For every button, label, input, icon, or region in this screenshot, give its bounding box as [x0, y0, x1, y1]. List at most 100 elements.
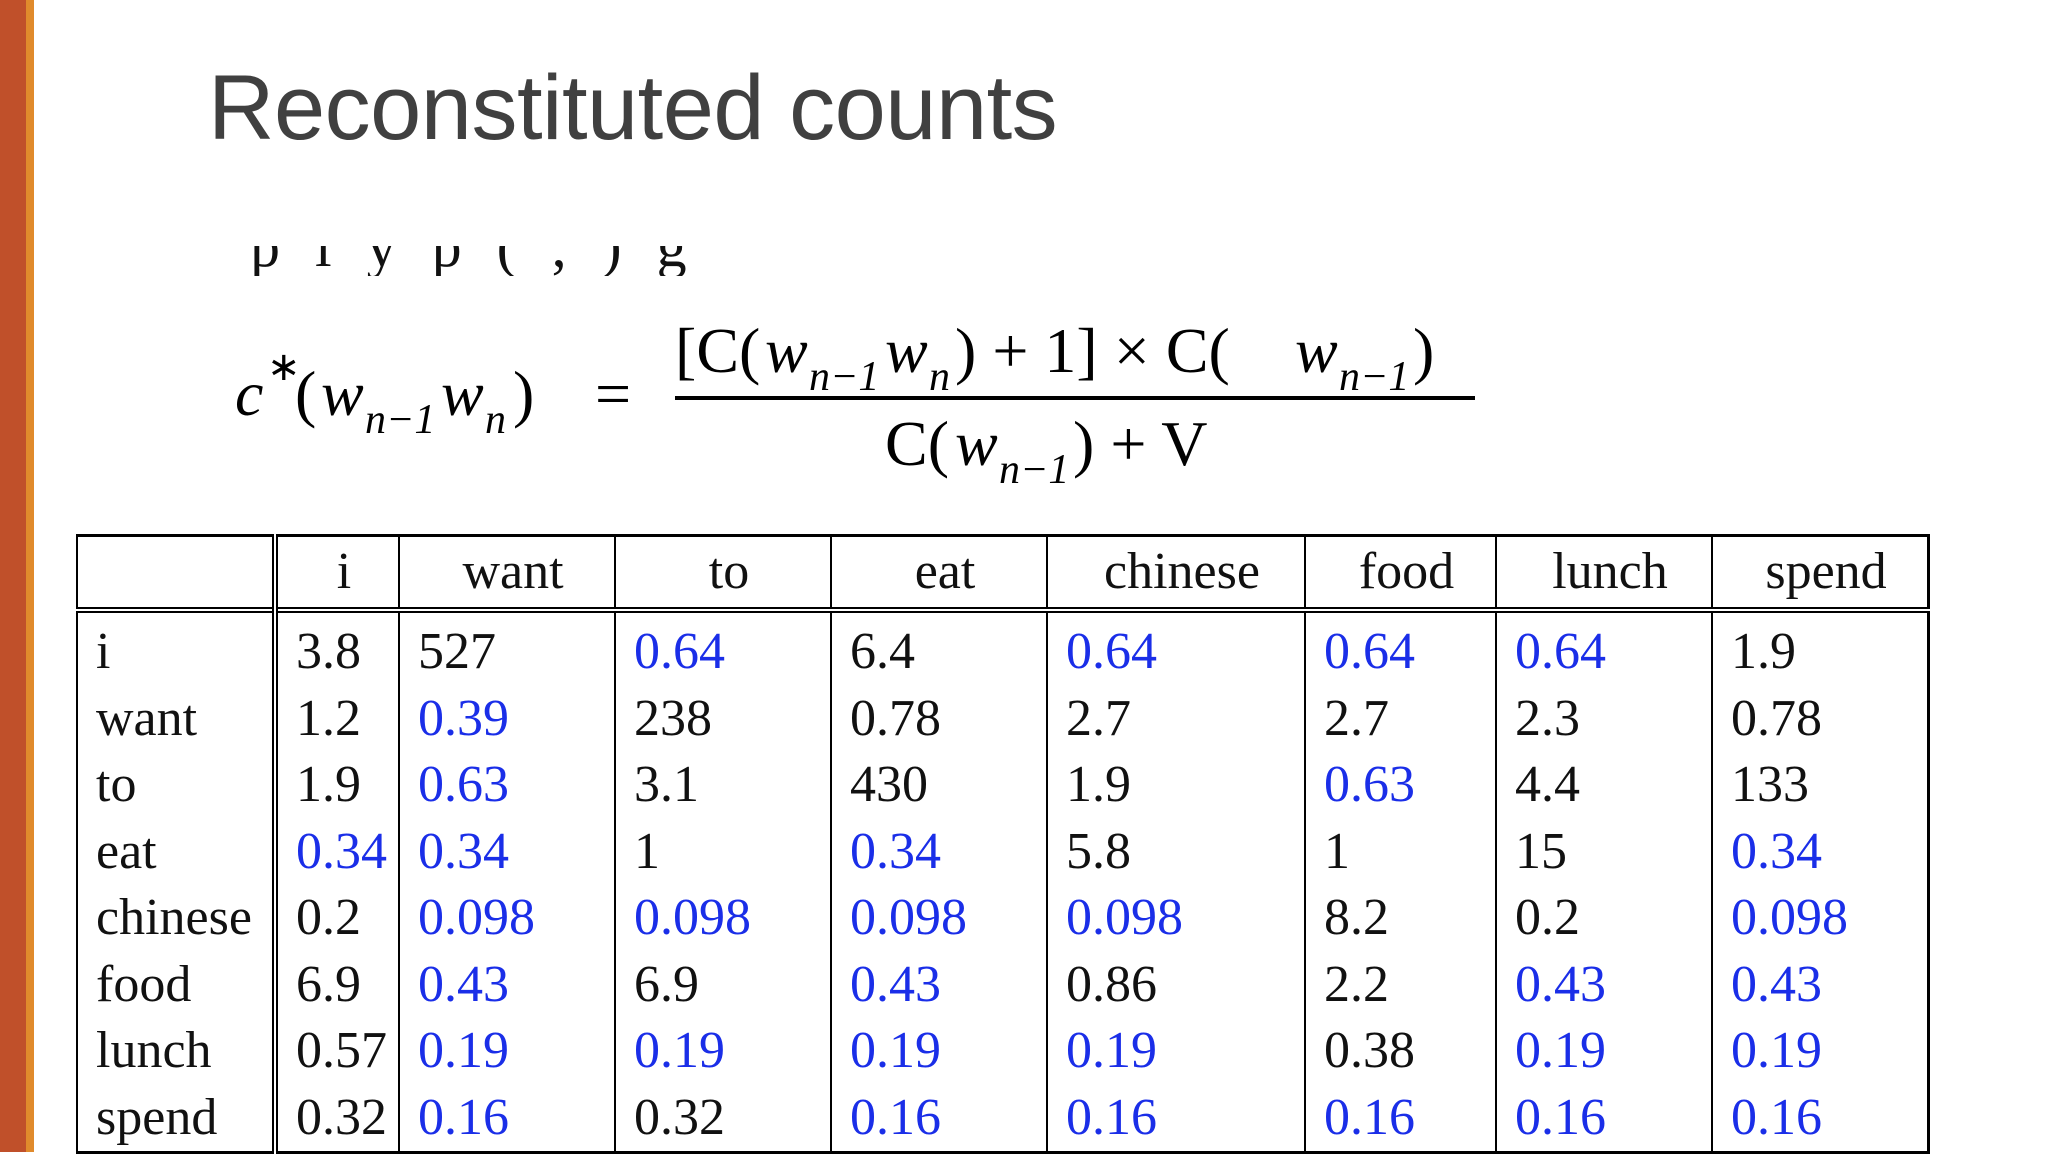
row-label-food: food: [76, 951, 278, 1018]
column-header-i: i: [274, 534, 399, 610]
count-cell: 8.2: [1304, 885, 1496, 952]
column-header-want: want: [398, 534, 615, 610]
column-header-food: food: [1304, 534, 1496, 610]
count-cell: 6.9: [274, 951, 399, 1018]
formula-num-w3: w: [1295, 315, 1338, 386]
column-header-eat: eat: [830, 534, 1047, 610]
formula-num-w2: w: [885, 315, 928, 386]
table-corner-cell: [76, 534, 278, 610]
row-label-chinese: chinese: [76, 885, 278, 952]
table-row: to 1.9 0.63 3.1 430 1.9 0.63 4.4 133: [76, 752, 1930, 819]
count-cell: 0.16: [830, 1084, 1047, 1154]
count-cell: 0.32: [274, 1084, 399, 1154]
count-cell: 0.43: [1711, 951, 1930, 1018]
count-cell: 5.8: [1046, 818, 1305, 885]
count-cell: 3.8: [274, 607, 399, 686]
row-label-lunch: lunch: [76, 1018, 278, 1085]
column-header-chinese: chinese: [1046, 534, 1305, 610]
formula-lhs-star: ∗: [267, 344, 301, 389]
count-cell: 0.64: [1495, 607, 1712, 686]
count-cell: 0.39: [398, 685, 615, 752]
formula-num-sub1: n−1: [809, 354, 879, 400]
row-label-eat: eat: [76, 818, 278, 885]
formula-lhs-sub2: n: [485, 397, 506, 443]
count-cell: 2.7: [1046, 685, 1305, 752]
formula-den-part1: C(: [885, 408, 949, 479]
count-cell: 0.098: [1046, 885, 1305, 952]
table-row: spend 0.32 0.16 0.32 0.16 0.16 0.16 0.16 0.16: [76, 1084, 1930, 1154]
formula-num-w1: w: [765, 315, 808, 386]
count-cell: 0.19: [1711, 1018, 1930, 1085]
add-one-reconstituted-count-formula: c ∗ ( w n−1 w n ) = [C( w n−1 w n ) + 1]…: [235, 290, 1535, 493]
table-row: lunch 0.57 0.19 0.19 0.19 0.19 0.38 0.19 0.19: [76, 1018, 1930, 1085]
count-cell: 0.38: [1304, 1018, 1496, 1085]
formula-lhs-w2: w: [441, 358, 484, 429]
count-cell: 2.3: [1495, 685, 1712, 752]
count-cell: 4.4: [1495, 752, 1712, 819]
formula-den-sub: n−1: [999, 447, 1069, 490]
reconstituted-counts-table: i want to eat chinese food lunch spend i 3.8 527 0.…: [76, 534, 1930, 1154]
formula-equals: =: [595, 358, 631, 429]
count-cell: 6.4: [830, 607, 1047, 686]
table-row: eat 0.34 0.34 1 0.34 5.8 1 15 0.34: [76, 818, 1930, 885]
row-label-spend: spend: [76, 1084, 278, 1154]
count-cell: 1: [1304, 818, 1496, 885]
count-cell: 527: [398, 607, 615, 686]
count-cell: 0.19: [1046, 1018, 1305, 1085]
count-cell: 0.19: [830, 1018, 1047, 1085]
count-cell: 2.2: [1304, 951, 1496, 1018]
formula-den-w: w: [955, 408, 998, 479]
row-label-to: to: [76, 752, 278, 819]
count-cell: 0.64: [614, 607, 831, 686]
table-row: food 6.9 0.43 6.9 0.43 0.86 2.2 0.43 0.43: [76, 951, 1930, 1018]
formula-num-sub3: n−1: [1339, 354, 1409, 400]
count-cell: 0.098: [398, 885, 615, 952]
formula-num-part2: ) + 1] × C(: [955, 315, 1230, 386]
count-cell: 1.9: [1046, 752, 1305, 819]
count-cell: 1.9: [1711, 607, 1930, 686]
count-cell: 0.16: [1495, 1084, 1712, 1154]
column-header-spend: spend: [1711, 534, 1930, 610]
count-cell: 0.098: [830, 885, 1047, 952]
count-cell: 0.78: [830, 685, 1047, 752]
count-cell: 0.43: [398, 951, 615, 1018]
count-cell: 238: [614, 685, 831, 752]
count-cell: 0.64: [1046, 607, 1305, 686]
column-header-lunch: lunch: [1495, 534, 1712, 610]
table-row: chinese 0.2 0.098 0.098 0.098 0.098 8.2 0.2 0.09…: [76, 885, 1930, 952]
count-cell: 0.43: [1495, 951, 1712, 1018]
count-cell: 1.9: [274, 752, 399, 819]
count-cell: 0.34: [274, 818, 399, 885]
count-cell: 430: [830, 752, 1047, 819]
count-cell: 0.64: [1304, 607, 1496, 686]
count-cell: 0.57: [274, 1018, 399, 1085]
formula-num-sub2: n: [929, 354, 950, 400]
table-header-row: i want to eat chinese food lunch spend: [76, 534, 1930, 610]
count-cell: 0.19: [614, 1018, 831, 1085]
formula-lhs-open: (: [295, 358, 316, 429]
count-cell: 0.2: [1495, 885, 1712, 952]
count-cell: 15: [1495, 818, 1712, 885]
count-cell: 0.86: [1046, 951, 1305, 1018]
count-cell: 0.43: [830, 951, 1047, 1018]
row-label-i: i: [76, 607, 278, 686]
count-cell: 0.34: [830, 818, 1047, 885]
count-cell: 0.098: [1711, 885, 1930, 952]
count-cell: 0.63: [398, 752, 615, 819]
count-cell: 1: [614, 818, 831, 885]
clipped-text: p l y p ( , ) g: [250, 246, 697, 276]
formula-num-part1: [C(: [675, 315, 760, 386]
count-cell: 0.098: [614, 885, 831, 952]
row-label-want: want: [76, 685, 278, 752]
count-cell: 3.1: [614, 752, 831, 819]
formula-lhs-w1: w: [321, 358, 364, 429]
formula-lhs-sub1: n−1: [365, 397, 435, 443]
formula-lhs-c: c: [235, 358, 263, 429]
table-row: i 3.8 527 0.64 6.4 0.64 0.64 0.64 1.9: [76, 607, 1930, 686]
count-cell: 0.19: [398, 1018, 615, 1085]
count-cell: 0.34: [1711, 818, 1930, 885]
slide-accent-bar: [0, 0, 34, 1152]
formula-den-part2: ) + V: [1073, 408, 1207, 479]
count-cell: 6.9: [614, 951, 831, 1018]
count-cell: 2.7: [1304, 685, 1496, 752]
